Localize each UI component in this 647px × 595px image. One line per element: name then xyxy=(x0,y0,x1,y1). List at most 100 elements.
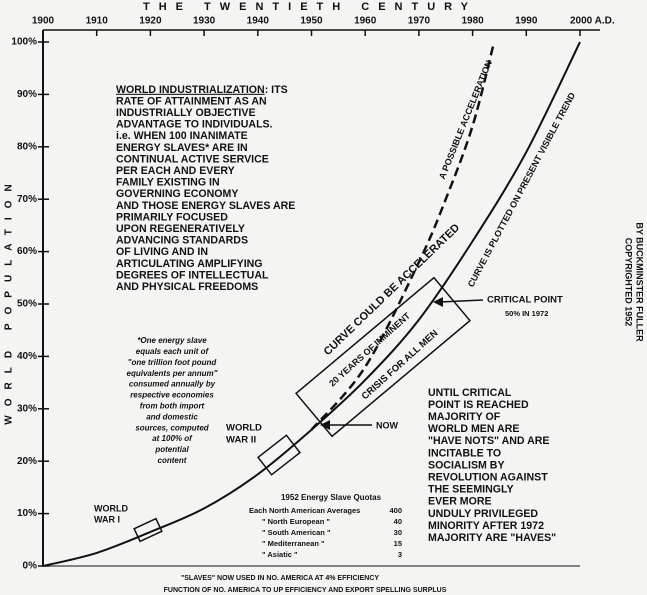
main-text: ADVANTAGE TO INDIVIDUALS. xyxy=(116,119,273,131)
y-tick-label: 80% xyxy=(17,141,37,152)
x-tick-label: 1900 xyxy=(32,16,55,27)
annotation: WAR I xyxy=(94,514,120,524)
x-tick-label: 1970 xyxy=(408,16,431,27)
annotation: CRITICAL POINT xyxy=(487,295,563,306)
main-text: i.e. WHEN 100 INANIMATE xyxy=(116,130,248,142)
footnote-text: from both import xyxy=(140,402,205,411)
right-text: UNTIL CRITICAL xyxy=(428,387,512,399)
y-tick-label: 50% xyxy=(17,299,37,310)
y-axis-label: WORLD POPULATION xyxy=(4,175,15,424)
crisis-box xyxy=(295,276,471,438)
table-label: " North European " xyxy=(262,517,330,526)
annotation: NOW xyxy=(376,420,399,430)
x-tick-label: 2000 A.D. xyxy=(570,16,615,27)
right-text: "HAVE NOTS" AND ARE xyxy=(428,435,549,447)
footnote-text: sources, computed xyxy=(135,423,209,432)
main-text: CONTINUAL ACTIVE SERVICE xyxy=(116,153,269,165)
table-label: Each North American Averages xyxy=(249,506,360,515)
table-label: " South American " xyxy=(262,528,331,537)
main-heading: WORLD INDUSTRIALIZATION xyxy=(116,84,265,96)
table-value: 3 xyxy=(398,550,402,559)
x-tick-label: 1980 xyxy=(461,16,484,27)
y-tick-label: 100% xyxy=(11,37,37,48)
annotation: WAR II xyxy=(226,435,256,446)
main-text: OF LIVING AND IN xyxy=(116,246,208,258)
annotation: WORLD xyxy=(226,423,262,434)
right-text: POINT IS REACHED xyxy=(428,399,529,411)
main-text: ARTICULATING AMPLIFYING xyxy=(116,258,263,270)
footnote-text: at 100% of xyxy=(152,434,193,443)
footnote-text: "one trillion foot pound xyxy=(128,358,218,367)
table: Each North American Averages 400 " North E… xyxy=(249,506,402,559)
footer: FUNCTION OF NO. AMERICA TO UP EFFICIENCY… xyxy=(164,587,447,594)
x-tick-label: 1910 xyxy=(86,16,109,27)
arrow-head xyxy=(433,297,443,307)
series-line xyxy=(310,41,496,431)
y-tick-label: 60% xyxy=(17,246,37,257)
table-value: 30 xyxy=(394,528,402,537)
footnote-text: respective economies xyxy=(130,391,214,400)
series-label: CURVE IS PLOTTED ON PRESENT VISIBLE TREN… xyxy=(466,90,578,288)
y-tick-label: 70% xyxy=(17,194,37,205)
right-text: MINORITY AFTER 1972 xyxy=(428,520,544,532)
footnote-text: content xyxy=(158,456,187,465)
main-text: AND THOSE ENERGY SLAVES ARE xyxy=(116,200,295,212)
right-text: EVER MORE xyxy=(428,496,492,508)
copyright: COPYRIGHTED 1952 BY BUCKMINSTER FULLER xyxy=(624,222,645,342)
annotation: WORLD xyxy=(94,503,128,513)
annotation: 50% IN 1972 xyxy=(505,309,548,318)
footnote-text: and domestic xyxy=(146,412,198,421)
x-tick-label: 1990 xyxy=(515,16,538,27)
right-text: WORLD MEN ARE xyxy=(428,423,519,435)
main-text: AND PHYSICAL FREEDOMS xyxy=(116,281,258,293)
y-tick-label: 40% xyxy=(17,351,37,362)
main-text: ADVANCING STANDARDS xyxy=(116,235,248,247)
table-value: 15 xyxy=(394,539,402,548)
x-tick-label: 1960 xyxy=(354,16,377,27)
footnote-text: equivalents per annum" xyxy=(127,369,218,378)
x-tick-label: 1920 xyxy=(139,16,162,27)
main-text: DEGREES OF INTELLECTUAL xyxy=(116,269,269,281)
right-text: INCITABLE TO xyxy=(428,447,501,459)
y-tick-label: 30% xyxy=(17,403,37,414)
arrow-head xyxy=(320,420,330,430)
y-axis-label: WORLD POPULATION xyxy=(4,175,15,424)
y-tick-label: 90% xyxy=(17,89,37,100)
war-box xyxy=(256,434,302,476)
footnote-text: *One energy slave xyxy=(137,336,207,345)
main-text: PER EACH AND EVERY xyxy=(116,165,235,177)
main-text: ENERGY SLAVES* ARE IN xyxy=(116,142,248,154)
table-title: 1952 Energy Slave Quotas xyxy=(281,493,382,502)
footnote-text: equals each unit of xyxy=(136,347,210,356)
footnote-text: potential xyxy=(154,445,189,454)
footnote-text: consumed annually by xyxy=(129,380,216,389)
main-text: INDUSTRIALLY OBJECTIVE xyxy=(116,107,256,119)
copyright-line: COPYRIGHTED 1952 xyxy=(624,238,634,327)
main-text: GOVERNING ECONOMY xyxy=(116,188,238,200)
footer: "SLAVES" NOW USED IN NO. AMERICA AT 4% E… xyxy=(181,575,379,582)
x-tick-label: 1950 xyxy=(300,16,323,27)
main-text: UPON REGENERATIVELY xyxy=(116,223,245,235)
right-text: UNDULY PRIVILEGED xyxy=(428,508,538,520)
right-text: MAJORITY OF xyxy=(428,411,501,423)
right-text: MAJORITY ARE "HAVES" xyxy=(428,532,556,544)
table-label: " Mediterranean " xyxy=(262,539,325,548)
arrow xyxy=(439,299,484,303)
right-text: SOCIALISM BY xyxy=(428,459,505,471)
annotation: 20 YEARS OF IMMINENT xyxy=(327,310,412,388)
series-line xyxy=(42,41,581,567)
war-box xyxy=(133,517,163,543)
copyright-line: BY BUCKMINSTER FULLER xyxy=(635,222,645,342)
y-tick-label: 10% xyxy=(17,508,37,519)
x-tick-label: 1930 xyxy=(193,16,216,27)
x-tick-label: 1940 xyxy=(247,16,270,27)
table-label: " Asiatic " xyxy=(262,550,298,559)
right-text: THE SEEMINGLY xyxy=(428,484,514,496)
chart-title: THE TWENTIETH CENTURY xyxy=(143,1,477,13)
table-value: 400 xyxy=(389,506,402,515)
table-value: 40 xyxy=(394,517,402,526)
main-text: FAMILY EXISTING IN xyxy=(116,177,220,189)
y-tick-label: 0% xyxy=(23,561,38,572)
main-text: PRIMARILY FOCUSED xyxy=(116,211,228,223)
